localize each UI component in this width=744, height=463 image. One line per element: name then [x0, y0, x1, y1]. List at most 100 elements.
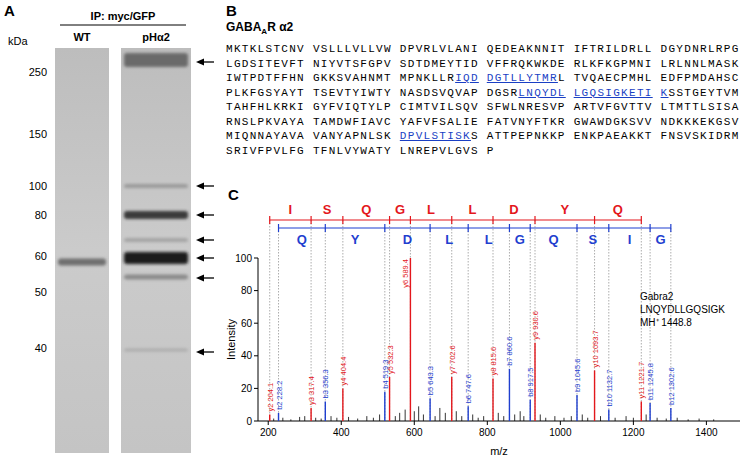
blot-band: [124, 349, 188, 352]
identified-peptide: LGQSIGKETI: [574, 87, 653, 99]
peak-label: y6 589.4: [401, 259, 410, 288]
ladder-residue: L: [427, 202, 435, 217]
peak: [677, 418, 678, 421]
peak-label: b8 917.5: [526, 368, 535, 397]
blot-lane: [121, 48, 191, 453]
sequence-text: TAHFHLKRKI GYFVIQTYLP CIMTVILSQV SFWLNRE…: [226, 101, 740, 113]
peak: [641, 401, 642, 421]
peak: [594, 370, 595, 421]
ladder-residue: D: [403, 232, 412, 247]
kda-marker: 150: [29, 128, 47, 140]
y-tick-label: 80: [241, 285, 253, 296]
peak: [310, 408, 311, 421]
peak-label: y3 317.4: [307, 376, 316, 405]
sequence-text: S ATTPEPNKKP ENKPAEAKKT FNSVSKIDRM: [471, 130, 740, 142]
ladder-residue: L: [468, 202, 476, 217]
peak-label: y11 1221.7: [637, 362, 646, 399]
band-arrow: [203, 257, 214, 258]
sequence-text: SRIVFPVLFG TFNLVYWATY LNREPVLGVS P: [226, 145, 495, 157]
y-axis-line: [258, 258, 259, 421]
sequence-text: L TVQAECPMHL EDFPMDAHSC: [558, 72, 740, 84]
peak: [342, 388, 343, 421]
peak: [321, 419, 322, 421]
peak-labels: y2 204.1y3 317.4y4 404.4y5 532.3y6 589.4…: [266, 259, 676, 411]
peak-label: b6 747.6: [464, 374, 473, 403]
sequence-row: SRIVFPVLFG TFNLVYWATY LNREPVLGVS P: [226, 144, 744, 159]
band-arrow: [203, 239, 214, 240]
y-tick: [254, 323, 258, 324]
ladder-residue: D: [509, 202, 518, 217]
peak: [269, 414, 270, 421]
peak: [278, 413, 279, 421]
peak: [399, 413, 400, 421]
panel-label: A: [4, 2, 15, 19]
peak: [608, 410, 609, 421]
sequence-text: PLKFGSYAYT TSEVTYIWTY NASDSVQVAP DGSR: [226, 87, 518, 99]
peak-label: b5 643.3: [426, 366, 435, 395]
peak: [384, 392, 385, 421]
ladder-line: [279, 227, 671, 228]
sequence-text: [479, 72, 487, 84]
ladder-residue: G: [655, 232, 665, 247]
sequence-row: RNSLPKVAYA TAMDWFIAVC YAFVFSALIE FATVNYF…: [226, 115, 744, 130]
identified-peptide: LNQYDL: [518, 87, 565, 99]
peak: [600, 416, 601, 421]
x-tick-label: 600: [406, 427, 423, 438]
peak: [571, 416, 572, 421]
peak: [456, 411, 457, 421]
fragment-guide: [389, 220, 390, 421]
blot-band: [124, 211, 188, 219]
x-tick-label: 400: [333, 427, 350, 438]
peak-label: b4 519.3: [381, 359, 390, 388]
peak: [523, 416, 524, 421]
peak-label: b12 1302.6: [667, 367, 676, 405]
x-tick-label: 1400: [695, 427, 718, 438]
lane-label: WT: [73, 31, 90, 43]
peak: [478, 418, 479, 421]
peak: [688, 419, 689, 421]
peak: [514, 414, 515, 421]
peak: [530, 400, 531, 421]
peak: [379, 414, 380, 421]
band-arrow: [203, 185, 214, 186]
x-tick-label: 200: [260, 427, 277, 438]
ladder-residue: Y: [351, 232, 360, 247]
peak: [699, 419, 700, 421]
blot-band: [124, 238, 188, 242]
peak: [492, 379, 493, 421]
ladder-residue: S: [323, 202, 332, 217]
blot-band: [124, 252, 188, 264]
peak-label: b9 1045.6: [573, 359, 582, 392]
ladder-residue: I: [289, 202, 293, 217]
identified-peptide: IQD: [455, 72, 479, 84]
ladder-residue: L: [445, 232, 453, 247]
identified-peptide: K: [661, 87, 669, 99]
peak: [467, 406, 468, 421]
fragment-guide: [594, 220, 595, 421]
peak: [439, 408, 440, 421]
peak: [366, 416, 367, 421]
band-arrowhead: [196, 275, 204, 282]
peak: [325, 401, 326, 421]
sequence-text: RNSLPKVAYA TAMDWFIAVC YAFVFSALIE FATVNYF…: [226, 116, 740, 128]
band-arrow: [203, 61, 214, 62]
peak: [582, 414, 583, 421]
peak: [472, 414, 473, 421]
peak: [395, 416, 396, 421]
y-tick-label: 100: [235, 253, 252, 264]
y-tick-label: 40: [241, 350, 253, 361]
blot-band: [124, 275, 188, 280]
ladder-residue: L: [485, 232, 493, 247]
annotation: LNQYDLLGQSIGK: [640, 304, 725, 315]
panel-label: B: [226, 2, 237, 19]
ip-title: IP: myc/GFP: [91, 10, 156, 22]
kda-marker: 250: [29, 66, 47, 78]
x-axis-label: m/z: [490, 445, 508, 457]
peak: [587, 418, 588, 421]
peak: [373, 418, 374, 421]
identified-peptide: DPVLSTISK: [400, 130, 471, 142]
fragment-guide: [509, 228, 510, 421]
peak-label: b11 1245.8: [646, 363, 655, 400]
sequence-row: TAHFHLKRKI GYFVIQTYLP CIMTVILSQV SFWLNRE…: [226, 100, 744, 115]
sequence-row: IWTPDTFFHN GKKSVAHNMT MPNKLLRIQD DGTLLYT…: [226, 71, 744, 86]
